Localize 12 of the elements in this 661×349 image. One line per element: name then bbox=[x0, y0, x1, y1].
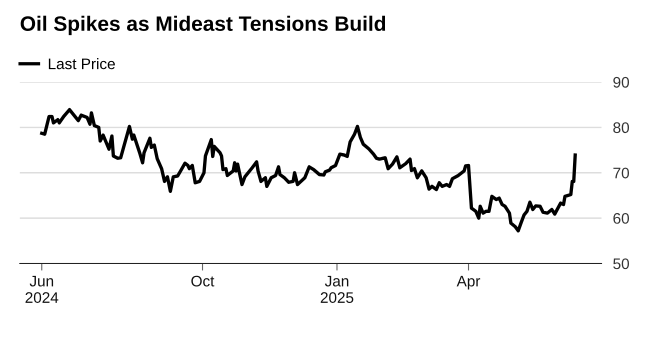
y-tick-label: 60 bbox=[613, 212, 630, 224]
y-tick-label: 50 bbox=[613, 258, 630, 270]
chart-title: Oil Spikes as Mideast Tensions Build bbox=[20, 16, 386, 36]
y-tick-label: 70 bbox=[613, 168, 630, 178]
y-tick-label: 90 bbox=[613, 76, 630, 88]
x-tick-label: Oct bbox=[191, 276, 214, 287]
legend-label: Last Price bbox=[48, 58, 115, 70]
x-tick-label: Jun 2024 bbox=[26, 276, 58, 303]
x-tick-label: Apr bbox=[456, 276, 480, 290]
x-tick-label: Jan 2025 bbox=[320, 276, 354, 303]
y-tick-label: 80 bbox=[613, 122, 630, 134]
line-series bbox=[40, 108, 577, 232]
